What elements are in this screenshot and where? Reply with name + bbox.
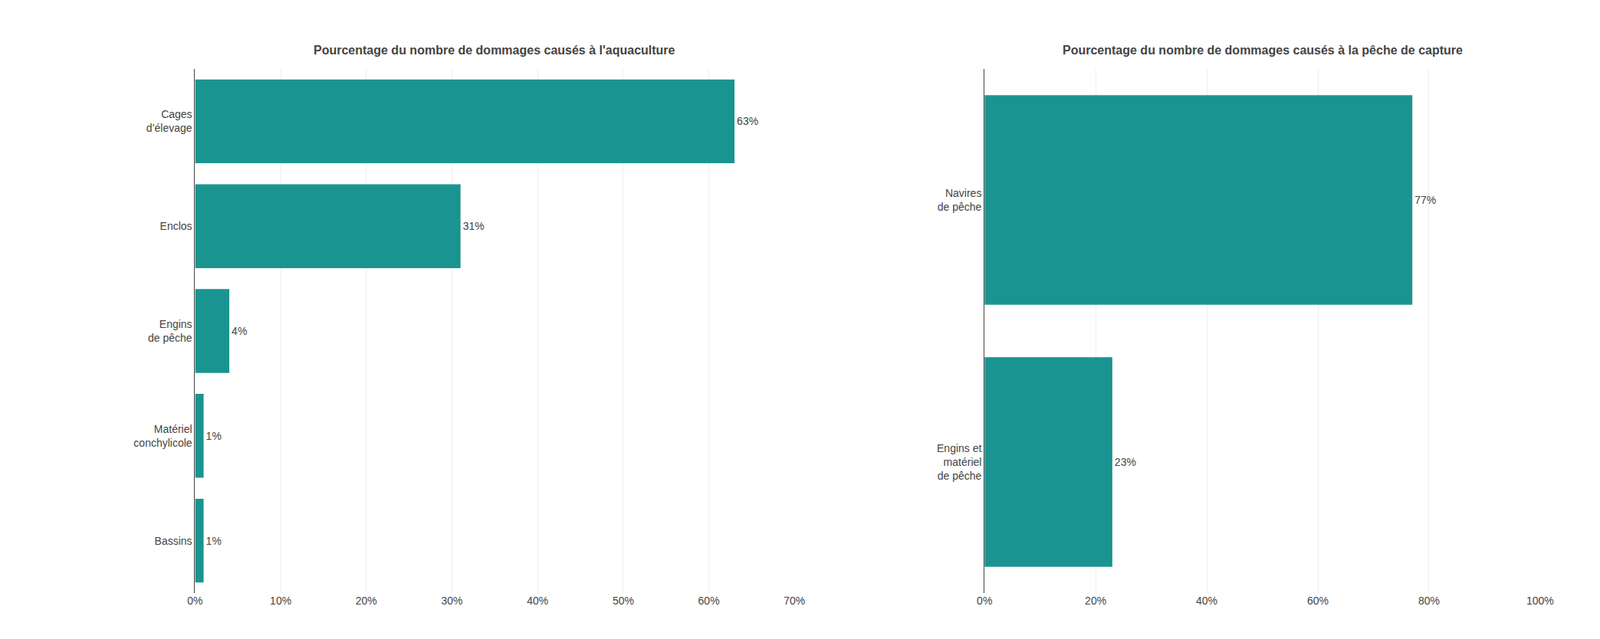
svg-text:23%: 23%	[1114, 456, 1137, 469]
svg-text:100%: 100%	[1526, 594, 1555, 608]
svg-text:50%: 50%	[612, 594, 635, 608]
svg-text:10%: 10%	[269, 594, 292, 608]
svg-text:Engins etmatérielde pêche: Engins etmatérielde pêche	[936, 442, 983, 483]
svg-text:31%: 31%	[463, 220, 485, 233]
svg-text:63%: 63%	[736, 114, 759, 128]
svg-text:Pourcentage du nombre de domma: Pourcentage du nombre de dommages causés…	[313, 43, 676, 57]
svg-text:0%: 0%	[187, 594, 203, 608]
svg-text:20%: 20%	[1084, 594, 1107, 608]
svg-text:4%: 4%	[231, 325, 247, 338]
svg-text:Enclos: Enclos	[160, 220, 193, 233]
svg-text:60%: 60%	[698, 594, 720, 608]
svg-text:30%: 30%	[440, 594, 463, 608]
svg-text:Enginsde pêche: Enginsde pêche	[147, 318, 193, 345]
svg-text:20%: 20%	[355, 594, 378, 608]
svg-text:0%: 0%	[976, 594, 993, 608]
svg-text:40%: 40%	[1195, 594, 1218, 608]
svg-text:1%: 1%	[206, 430, 222, 443]
svg-text:60%: 60%	[1307, 594, 1329, 608]
svg-text:80%: 80%	[1418, 594, 1440, 608]
svg-text:77%: 77%	[1414, 193, 1436, 207]
svg-text:Cagesd’élevage: Cagesd’élevage	[146, 108, 193, 135]
svg-text:Pourcentage du nombre de domma: Pourcentage du nombre de dommages causés…	[1062, 43, 1463, 57]
svg-text:Naviresde pêche: Naviresde pêche	[937, 187, 983, 214]
svg-text:Matérielconchylicole: Matérielconchylicole	[133, 423, 192, 450]
svg-text:Bassins: Bassins	[154, 535, 193, 548]
svg-text:1%: 1%	[206, 535, 222, 548]
svg-text:40%: 40%	[526, 594, 549, 608]
svg-text:70%: 70%	[783, 594, 805, 608]
